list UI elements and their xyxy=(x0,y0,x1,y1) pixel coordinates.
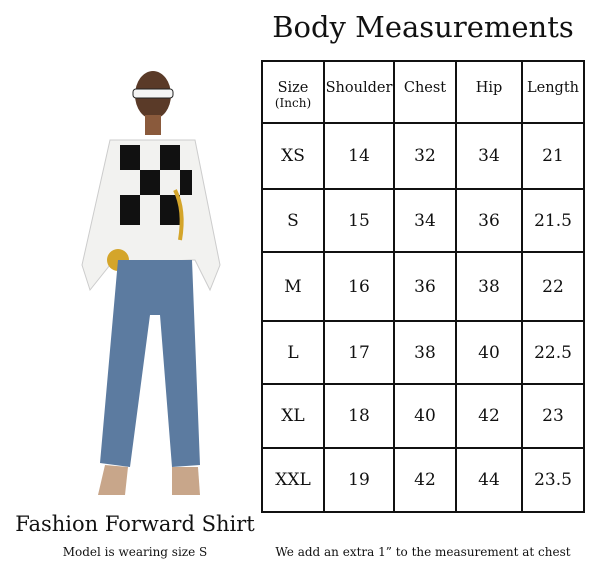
cell-chest: 36 xyxy=(393,251,457,322)
cell-hip: 36 xyxy=(455,188,523,253)
header-row: Size (Inch) Shoulder Chest Hip Length xyxy=(261,60,585,124)
table-row: M 16 36 38 22 xyxy=(261,251,585,322)
cell-hip: 42 xyxy=(455,383,523,449)
model-photo xyxy=(81,71,221,495)
cell-chest: 32 xyxy=(393,122,457,190)
cell-size: XXL xyxy=(261,447,325,513)
cell-length: 22.5 xyxy=(521,320,585,385)
cell-length: 23 xyxy=(521,383,585,449)
cell-chest: 40 xyxy=(393,383,457,449)
header-shoulder: Shoulder xyxy=(323,60,395,124)
table-row: S 15 34 36 21.5 xyxy=(261,188,585,253)
table-row: L 17 38 40 22.5 xyxy=(261,320,585,385)
cell-size: XL xyxy=(261,383,325,449)
cell-chest: 34 xyxy=(393,188,457,253)
cell-length: 23.5 xyxy=(521,447,585,513)
table-row: XXL 19 42 44 23.5 xyxy=(261,447,585,513)
cell-chest: 42 xyxy=(393,447,457,513)
header-size: Size (Inch) xyxy=(261,60,325,124)
model-note: Model is wearing size S xyxy=(62,545,208,559)
cell-length: 21.5 xyxy=(521,188,585,253)
cell-length: 21 xyxy=(521,122,585,190)
header-chest: Chest xyxy=(393,60,457,124)
cell-size: L xyxy=(261,320,325,385)
header-hip: Hip xyxy=(455,60,523,124)
cell-hip: 38 xyxy=(455,251,523,322)
cell-shoulder: 19 xyxy=(323,447,395,513)
table-row: XL 18 40 42 23 xyxy=(261,383,585,449)
header-length: Length xyxy=(521,60,585,124)
chest-note: We add an extra 1” to the measurement at… xyxy=(275,545,571,559)
page-title: Body Measurements xyxy=(272,10,574,44)
cell-chest: 38 xyxy=(393,320,457,385)
header-unit: (Inch) xyxy=(274,96,312,110)
cell-size: M xyxy=(261,251,325,322)
cell-shoulder: 15 xyxy=(323,188,395,253)
cell-shoulder: 17 xyxy=(323,320,395,385)
cell-length: 22 xyxy=(521,251,585,322)
cell-hip: 44 xyxy=(455,447,523,513)
table-row: XS 14 32 34 21 xyxy=(261,122,585,190)
header-label: Size xyxy=(277,80,309,96)
cell-hip: 40 xyxy=(455,320,523,385)
cell-size: S xyxy=(261,188,325,253)
cell-size: XS xyxy=(261,122,325,190)
cell-shoulder: 18 xyxy=(323,383,395,449)
cell-shoulder: 16 xyxy=(323,251,395,322)
cell-hip: 34 xyxy=(455,122,523,190)
size-chart-table: Size (Inch) Shoulder Chest Hip Length XS 1… xyxy=(261,60,585,513)
cell-shoulder: 14 xyxy=(323,122,395,190)
product-name: Fashion Forward Shirt xyxy=(15,512,255,536)
